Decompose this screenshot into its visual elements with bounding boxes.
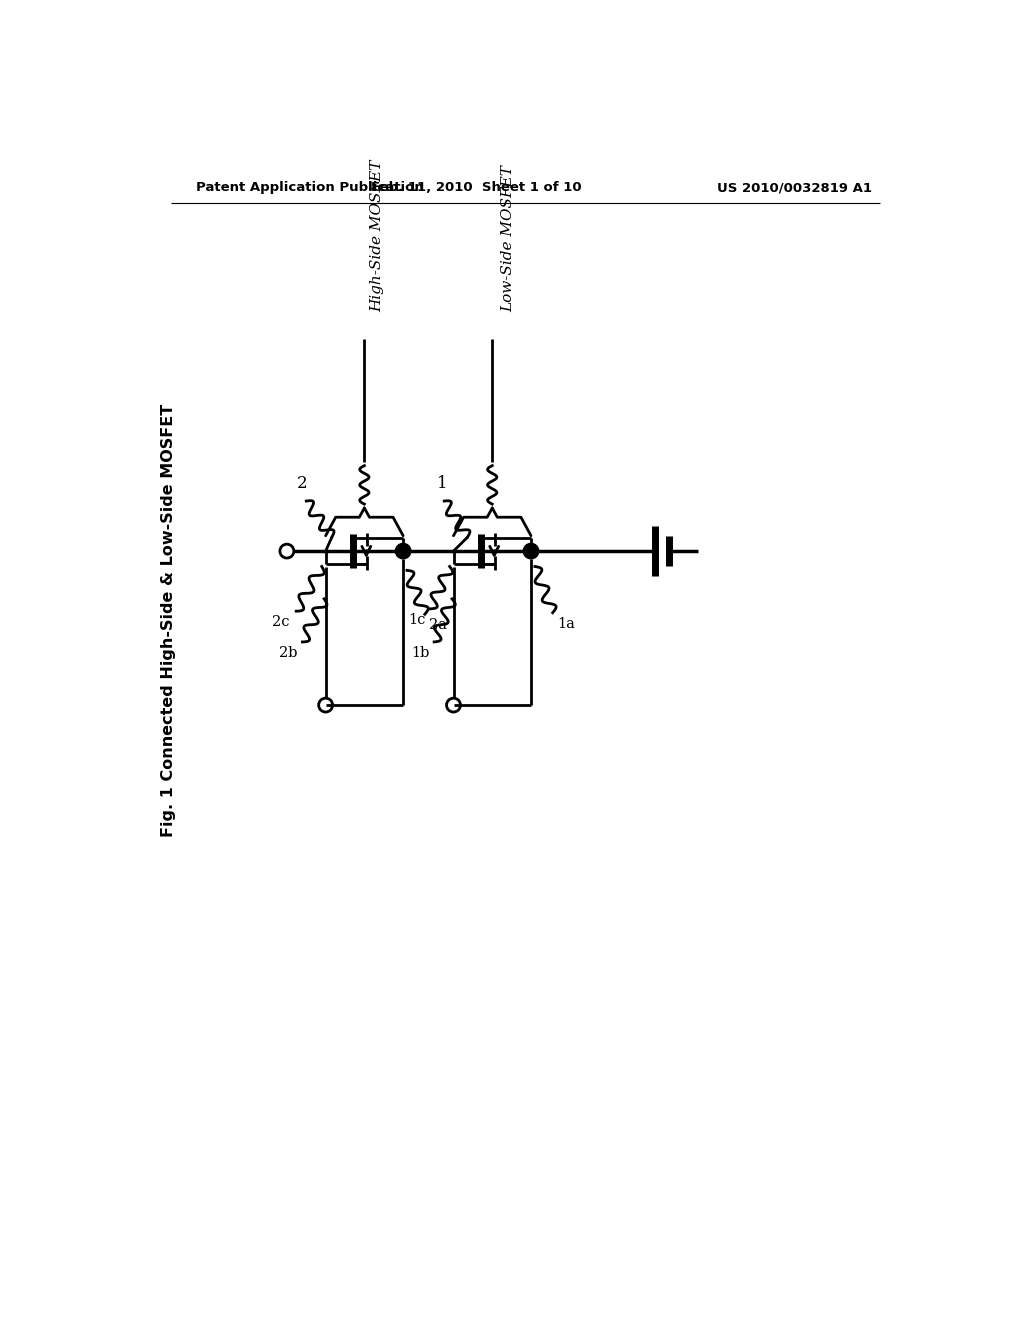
Text: 2: 2 bbox=[297, 475, 307, 492]
Circle shape bbox=[395, 544, 411, 558]
Text: 1b: 1b bbox=[411, 645, 429, 660]
Text: 1: 1 bbox=[437, 475, 447, 492]
Text: Fig. 1 Connected High-Side & Low-Side MOSFET: Fig. 1 Connected High-Side & Low-Side MO… bbox=[161, 404, 176, 837]
Text: 1c: 1c bbox=[409, 612, 426, 627]
Text: High-Side MOSFET: High-Side MOSFET bbox=[371, 160, 385, 313]
Circle shape bbox=[523, 544, 539, 558]
Text: 2a: 2a bbox=[429, 618, 447, 632]
Text: 1a: 1a bbox=[557, 616, 575, 631]
Text: Patent Application Publication: Patent Application Publication bbox=[197, 181, 424, 194]
Text: 2c: 2c bbox=[272, 615, 290, 630]
Text: Low-Side MOSFET: Low-Side MOSFET bbox=[501, 165, 515, 313]
Text: Feb. 11, 2010  Sheet 1 of 10: Feb. 11, 2010 Sheet 1 of 10 bbox=[372, 181, 582, 194]
Text: 2b: 2b bbox=[280, 645, 298, 660]
Text: US 2010/0032819 A1: US 2010/0032819 A1 bbox=[717, 181, 872, 194]
